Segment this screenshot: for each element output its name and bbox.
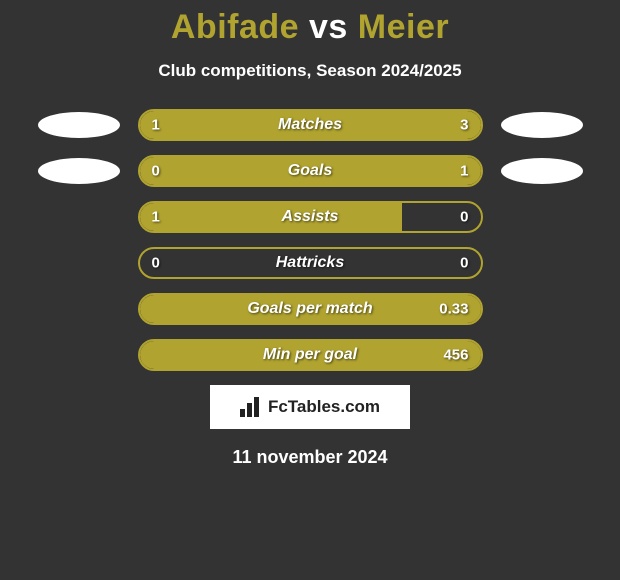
title-player2: Meier	[358, 8, 449, 46]
player-ellipse-left	[38, 112, 120, 138]
player-ellipse-right	[501, 158, 583, 184]
spacer	[38, 342, 120, 368]
spacer	[501, 296, 583, 322]
stat-label: Matches	[140, 116, 481, 134]
brand-box: FcTables.com	[210, 385, 410, 429]
bar-chart-icon	[240, 397, 262, 417]
stat-row: 13Matches	[0, 109, 620, 141]
stat-row: 0.33Goals per match	[0, 293, 620, 325]
page-title: Abifade vs Meier	[0, 8, 620, 47]
player-ellipse-right	[501, 112, 583, 138]
brand-text: FcTables.com	[268, 397, 380, 417]
stat-bar: 00Hattricks	[138, 247, 483, 279]
stat-row: 01Goals	[0, 155, 620, 187]
spacer	[501, 342, 583, 368]
subtitle: Club competitions, Season 2024/2025	[0, 61, 620, 81]
spacer	[501, 204, 583, 230]
stat-label: Goals	[140, 162, 481, 180]
player-ellipse-left	[38, 158, 120, 184]
spacer	[38, 204, 120, 230]
stat-bar: 456Min per goal	[138, 339, 483, 371]
stat-rows: 13Matches 01Goals 10Assists 00Hattricks 0.33…	[0, 109, 620, 371]
stat-bar: 10Assists	[138, 201, 483, 233]
comparison-infographic: Abifade vs Meier Club competitions, Seas…	[0, 0, 620, 468]
stat-row: 456Min per goal	[0, 339, 620, 371]
stat-label: Goals per match	[140, 300, 481, 318]
title-vs: vs	[309, 8, 348, 46]
title-player1: Abifade	[171, 8, 299, 46]
stat-label: Assists	[140, 208, 481, 226]
stat-row: 10Assists	[0, 201, 620, 233]
stat-bar: 01Goals	[138, 155, 483, 187]
stat-bar: 0.33Goals per match	[138, 293, 483, 325]
spacer	[38, 250, 120, 276]
spacer	[38, 296, 120, 322]
stat-label: Min per goal	[140, 346, 481, 364]
stat-bar: 13Matches	[138, 109, 483, 141]
stat-label: Hattricks	[140, 254, 481, 272]
date-line: 11 november 2024	[0, 447, 620, 468]
spacer	[501, 250, 583, 276]
stat-row: 00Hattricks	[0, 247, 620, 279]
